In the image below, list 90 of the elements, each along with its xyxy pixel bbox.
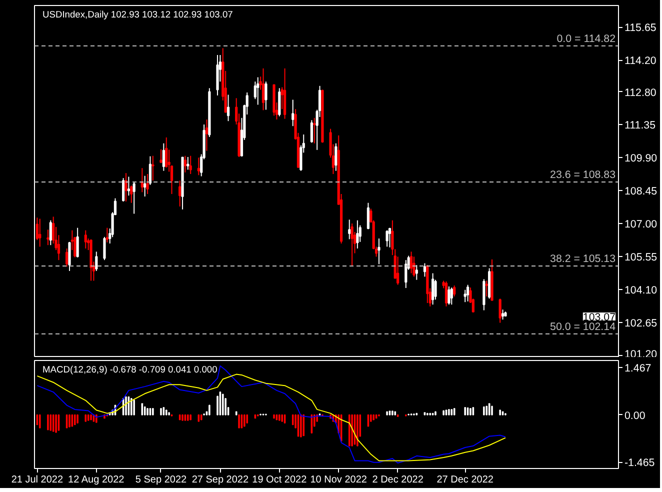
candlestick [313,117,316,144]
candlestick [453,285,456,297]
ref-line-label: 50.0 = 102.14 [550,320,616,333]
candlestick [350,223,354,266]
y-tick-label: 107.00 [624,218,658,231]
y-tick-label: 115.65 [624,22,656,34]
candlestick [262,68,265,111]
text: MACD(12,26,9) -0.678 -0.709 0.041 0.000 [42,364,218,374]
y-tick-label: -1.465 [624,457,655,470]
candlestick [264,81,268,110]
x-tick-label: 2 Dec 2022 [372,474,424,486]
candlestick [444,280,448,307]
candlestick [152,155,154,182]
candlestick [122,178,125,202]
candlestick [310,120,314,144]
candlestick [415,264,418,280]
candlestick [464,289,466,303]
candlestick [450,287,453,306]
y-tick-label: 105.55 [624,251,658,264]
x-tick-label: 12 Aug 2022 [68,474,125,486]
ref-line-label: 0.0 = 114.82 [556,32,616,45]
candlestick [404,260,408,289]
candlestick [256,76,260,106]
candlestick [160,148,162,164]
y-tick-label: 111.35 [624,120,656,132]
candlestick [205,119,208,152]
candlestick [186,156,190,170]
candlestick [292,99,294,127]
candlestick [124,172,128,202]
candlestick [165,136,168,168]
chart-title: USDIndex,Daily 102.93 103.12 102.93 103.07 [42,10,233,20]
x-tick-label: 27 Dec 2022 [436,474,494,486]
candlestick [46,229,50,246]
candlestick [278,88,281,117]
candlestick [178,180,182,207]
candlestick [466,284,470,302]
candlestick [431,272,434,306]
x-tick-label: 21 Jul 2022 [11,474,64,486]
candlestick [148,156,152,186]
x-tick-label: 19 Oct 2022 [252,474,308,486]
candlestick [189,155,192,175]
candlestick [391,220,394,256]
candlestick [388,227,392,248]
candlestick [348,219,351,240]
x-tick-label: 10 Nov 2022 [310,474,368,486]
candlestick [334,142,338,172]
y-tick-label: 0.00 [624,410,646,422]
y-tick-label: 104.10 [624,284,658,296]
candlestick [356,220,359,249]
candlestick [498,298,502,324]
candlestick [366,202,370,230]
candlestick [76,227,79,258]
ref-line-label: 23.6 = 108.83 [550,168,616,181]
candlestick [132,181,136,214]
candlestick [103,236,106,261]
candlestick [49,220,52,246]
y-tick-label: 114.20 [624,55,656,68]
candlestick [130,185,133,204]
candlestick [485,280,488,297]
y-tick-label: 1.467 [624,362,652,375]
x-tick-label: 27 Sep 2022 [192,474,249,486]
candlestick [65,248,68,268]
candlestick [396,256,400,286]
candlestick [448,286,450,306]
candlestick [146,174,149,194]
ref-line-label: 38.2 = 105.13 [550,252,616,265]
y-tick-label: 102.65 [624,317,658,330]
candlestick [127,176,130,196]
candlestick [197,157,200,176]
candlestick [38,218,42,248]
candlestick [482,278,486,311]
candlestick [501,309,504,320]
candlestick [378,238,380,265]
candlestick [410,251,413,274]
y-tick-label: 109.90 [624,152,658,165]
candlestick [434,279,437,300]
candlestick [226,94,230,122]
candlestick [162,142,165,172]
candlestick [84,230,87,249]
x-tick-label: 5 Sep 2022 [135,474,188,486]
annotation: 103.07 [582,312,616,324]
candlestick [423,262,426,278]
candlestick [68,241,71,272]
candlestick [144,175,146,197]
y-tick-label: 108.45 [624,186,658,198]
y-tick-label: 112.80 [624,86,656,99]
candlestick [184,155,187,173]
candlestick [106,227,108,243]
candlestick [386,230,388,248]
candlestick [95,251,98,272]
